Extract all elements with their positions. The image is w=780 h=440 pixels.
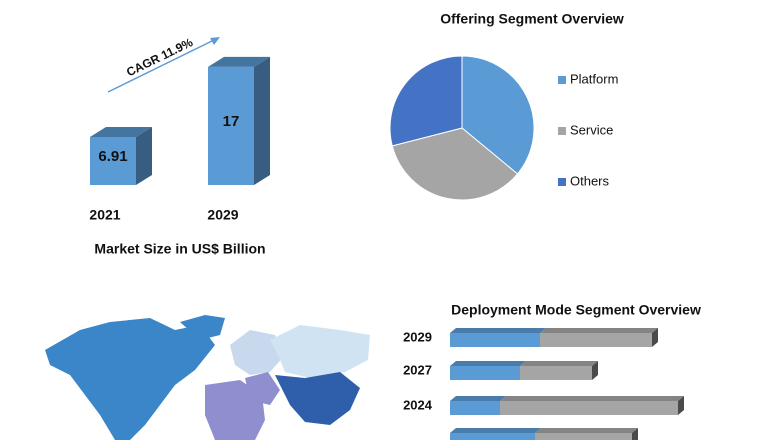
x-tick-label: 2021 <box>89 207 120 223</box>
bar-top <box>450 361 526 366</box>
bar <box>500 401 678 415</box>
bar <box>450 433 535 440</box>
x-tick-label: 2029 <box>207 207 238 223</box>
bar <box>208 66 254 185</box>
y-tick-label: 2029 <box>403 329 432 344</box>
bar <box>90 136 136 185</box>
bar-side <box>254 56 270 185</box>
bar <box>520 366 592 380</box>
pie-slice <box>461 55 535 175</box>
legend-label: Others <box>570 173 610 188</box>
axis-title: Market Size in US$ Billion <box>94 241 265 257</box>
bar <box>535 433 632 440</box>
bar-top <box>208 56 270 67</box>
map-greenland <box>180 315 225 340</box>
bar-side <box>678 396 684 415</box>
bar <box>540 333 652 347</box>
legend-swatch <box>558 178 566 186</box>
bar-top <box>450 328 546 333</box>
value-label: 6.91 <box>98 148 127 165</box>
bar-top <box>520 361 598 366</box>
bar <box>450 333 540 347</box>
chart-title: Offering Segment Overview <box>440 11 624 27</box>
annotation: CAGR 11.9% <box>124 35 195 79</box>
legend-label: Platform <box>570 71 618 86</box>
bar <box>450 401 500 415</box>
map-asia <box>275 372 360 425</box>
bar-top <box>535 428 638 433</box>
value-label: 17 <box>223 113 240 130</box>
map-russia <box>270 325 370 378</box>
bar-side <box>632 428 638 440</box>
bar-top <box>500 396 684 401</box>
bar-top <box>90 126 152 137</box>
cagr-arrow <box>107 39 215 93</box>
map-north-america <box>45 318 215 440</box>
pie-slice <box>389 55 463 147</box>
y-tick-label: 2024 <box>403 397 433 412</box>
bar-side <box>652 328 658 347</box>
y-tick-label: 2027 <box>403 362 432 377</box>
bar-top <box>450 428 541 433</box>
legend-label: Service <box>570 122 613 137</box>
pie-slice <box>391 127 519 201</box>
legend-swatch <box>558 127 566 135</box>
map-africa <box>205 380 265 440</box>
chart-title: Deployment Mode Segment Overview <box>451 302 701 318</box>
cagr-arrowhead <box>210 37 220 45</box>
world-map <box>45 315 370 440</box>
bar <box>450 366 520 380</box>
legend-swatch <box>558 76 566 84</box>
bar-top <box>540 328 658 333</box>
bar-top <box>450 396 506 401</box>
bar-side <box>136 126 152 185</box>
bar-side <box>592 361 598 380</box>
